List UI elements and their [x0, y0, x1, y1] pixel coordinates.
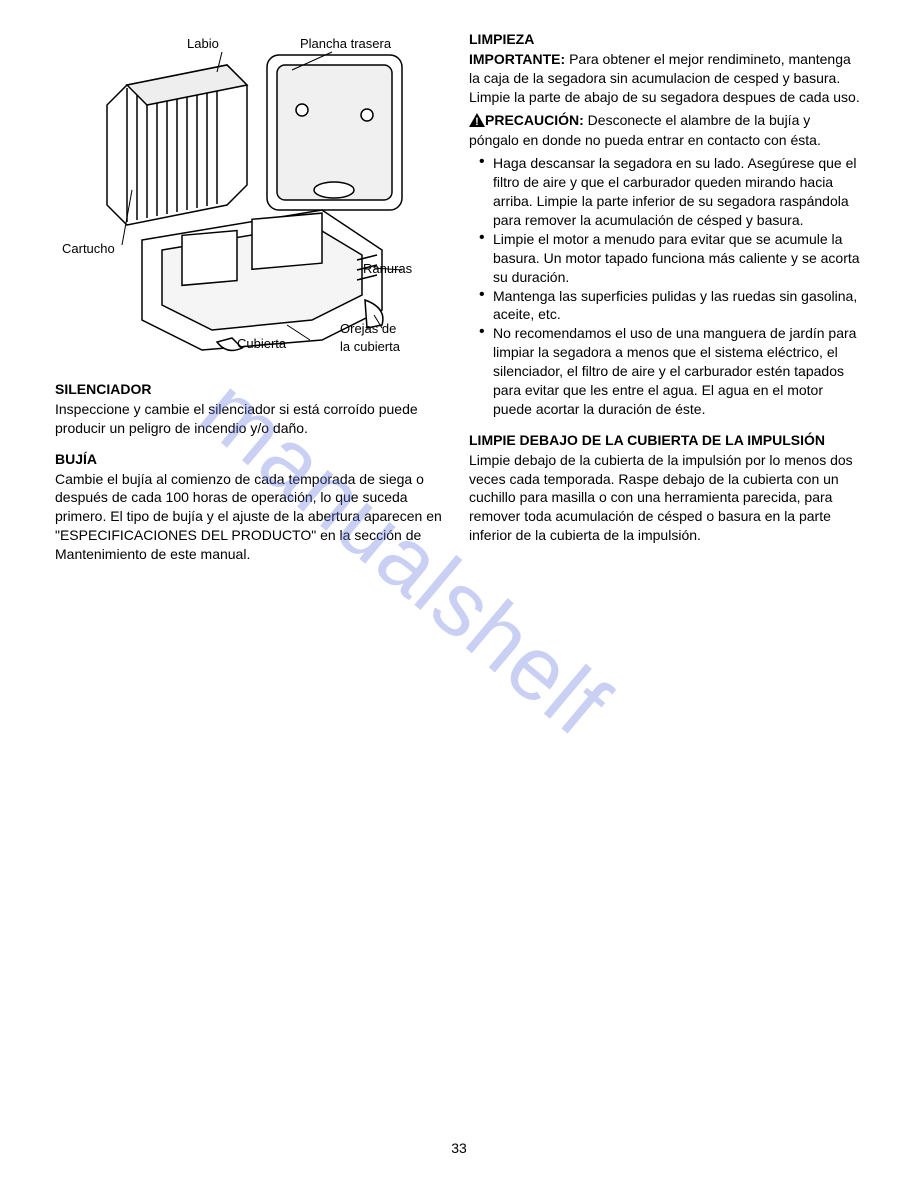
importante-paragraph: IMPORTANTE: Para obtener el mejor rendim… — [469, 50, 863, 107]
heading-limpie-debajo: LIMPIE DEBAJO DE LA CUBIERTA DE LA IMPUL… — [469, 431, 863, 450]
diagram-svg — [55, 30, 449, 360]
left-column: Labio Plancha trasera Cartucho Ranuras C… — [55, 30, 449, 568]
limpieza-bullets: Haga descansar la segadora en su lado. A… — [469, 154, 863, 418]
warning-icon: ! — [469, 113, 485, 132]
heading-limpieza: LIMPIEZA — [469, 30, 863, 49]
body-bujia: Cambie el bujía al comienzo de cada temp… — [55, 470, 449, 564]
page-content: Labio Plancha trasera Cartucho Ranuras C… — [55, 30, 863, 568]
precaucion-paragraph: ! PRECAUCIÓN: Desconecte el alambre de l… — [469, 111, 863, 151]
list-item: Limpie el motor a menudo para evitar que… — [479, 230, 863, 287]
label-orejas: Orejas de la cubierta — [340, 320, 400, 355]
label-cubierta: Cubierta — [237, 335, 286, 353]
label-plancha: Plancha trasera — [300, 35, 391, 53]
label-cartucho: Cartucho — [62, 240, 115, 258]
air-filter-diagram: Labio Plancha trasera Cartucho Ranuras C… — [55, 30, 449, 360]
right-column: LIMPIEZA IMPORTANTE: Para obtener el mej… — [469, 30, 863, 568]
list-item: Mantenga las superficies pulidas y las r… — [479, 287, 863, 325]
list-item: Haga descansar la segadora en su lado. A… — [479, 154, 863, 230]
importante-label: IMPORTANTE: — [469, 51, 565, 67]
body-silenciador: Inspeccione y cambie el silenciador si e… — [55, 400, 449, 438]
list-item: No recomendamos el uso de una manguera d… — [479, 324, 863, 418]
precaucion-label: PRECAUCIÓN: — [485, 112, 584, 128]
svg-text:!: ! — [475, 116, 479, 127]
heading-bujia: BUJÍA — [55, 450, 449, 469]
label-labio: Labio — [187, 35, 219, 53]
heading-silenciador: SILENCIADOR — [55, 380, 449, 399]
page-number: 33 — [0, 1139, 918, 1158]
body-limpie-debajo: Limpie debajo de la cubierta de la impul… — [469, 451, 863, 545]
label-ranuras: Ranuras — [363, 260, 412, 278]
